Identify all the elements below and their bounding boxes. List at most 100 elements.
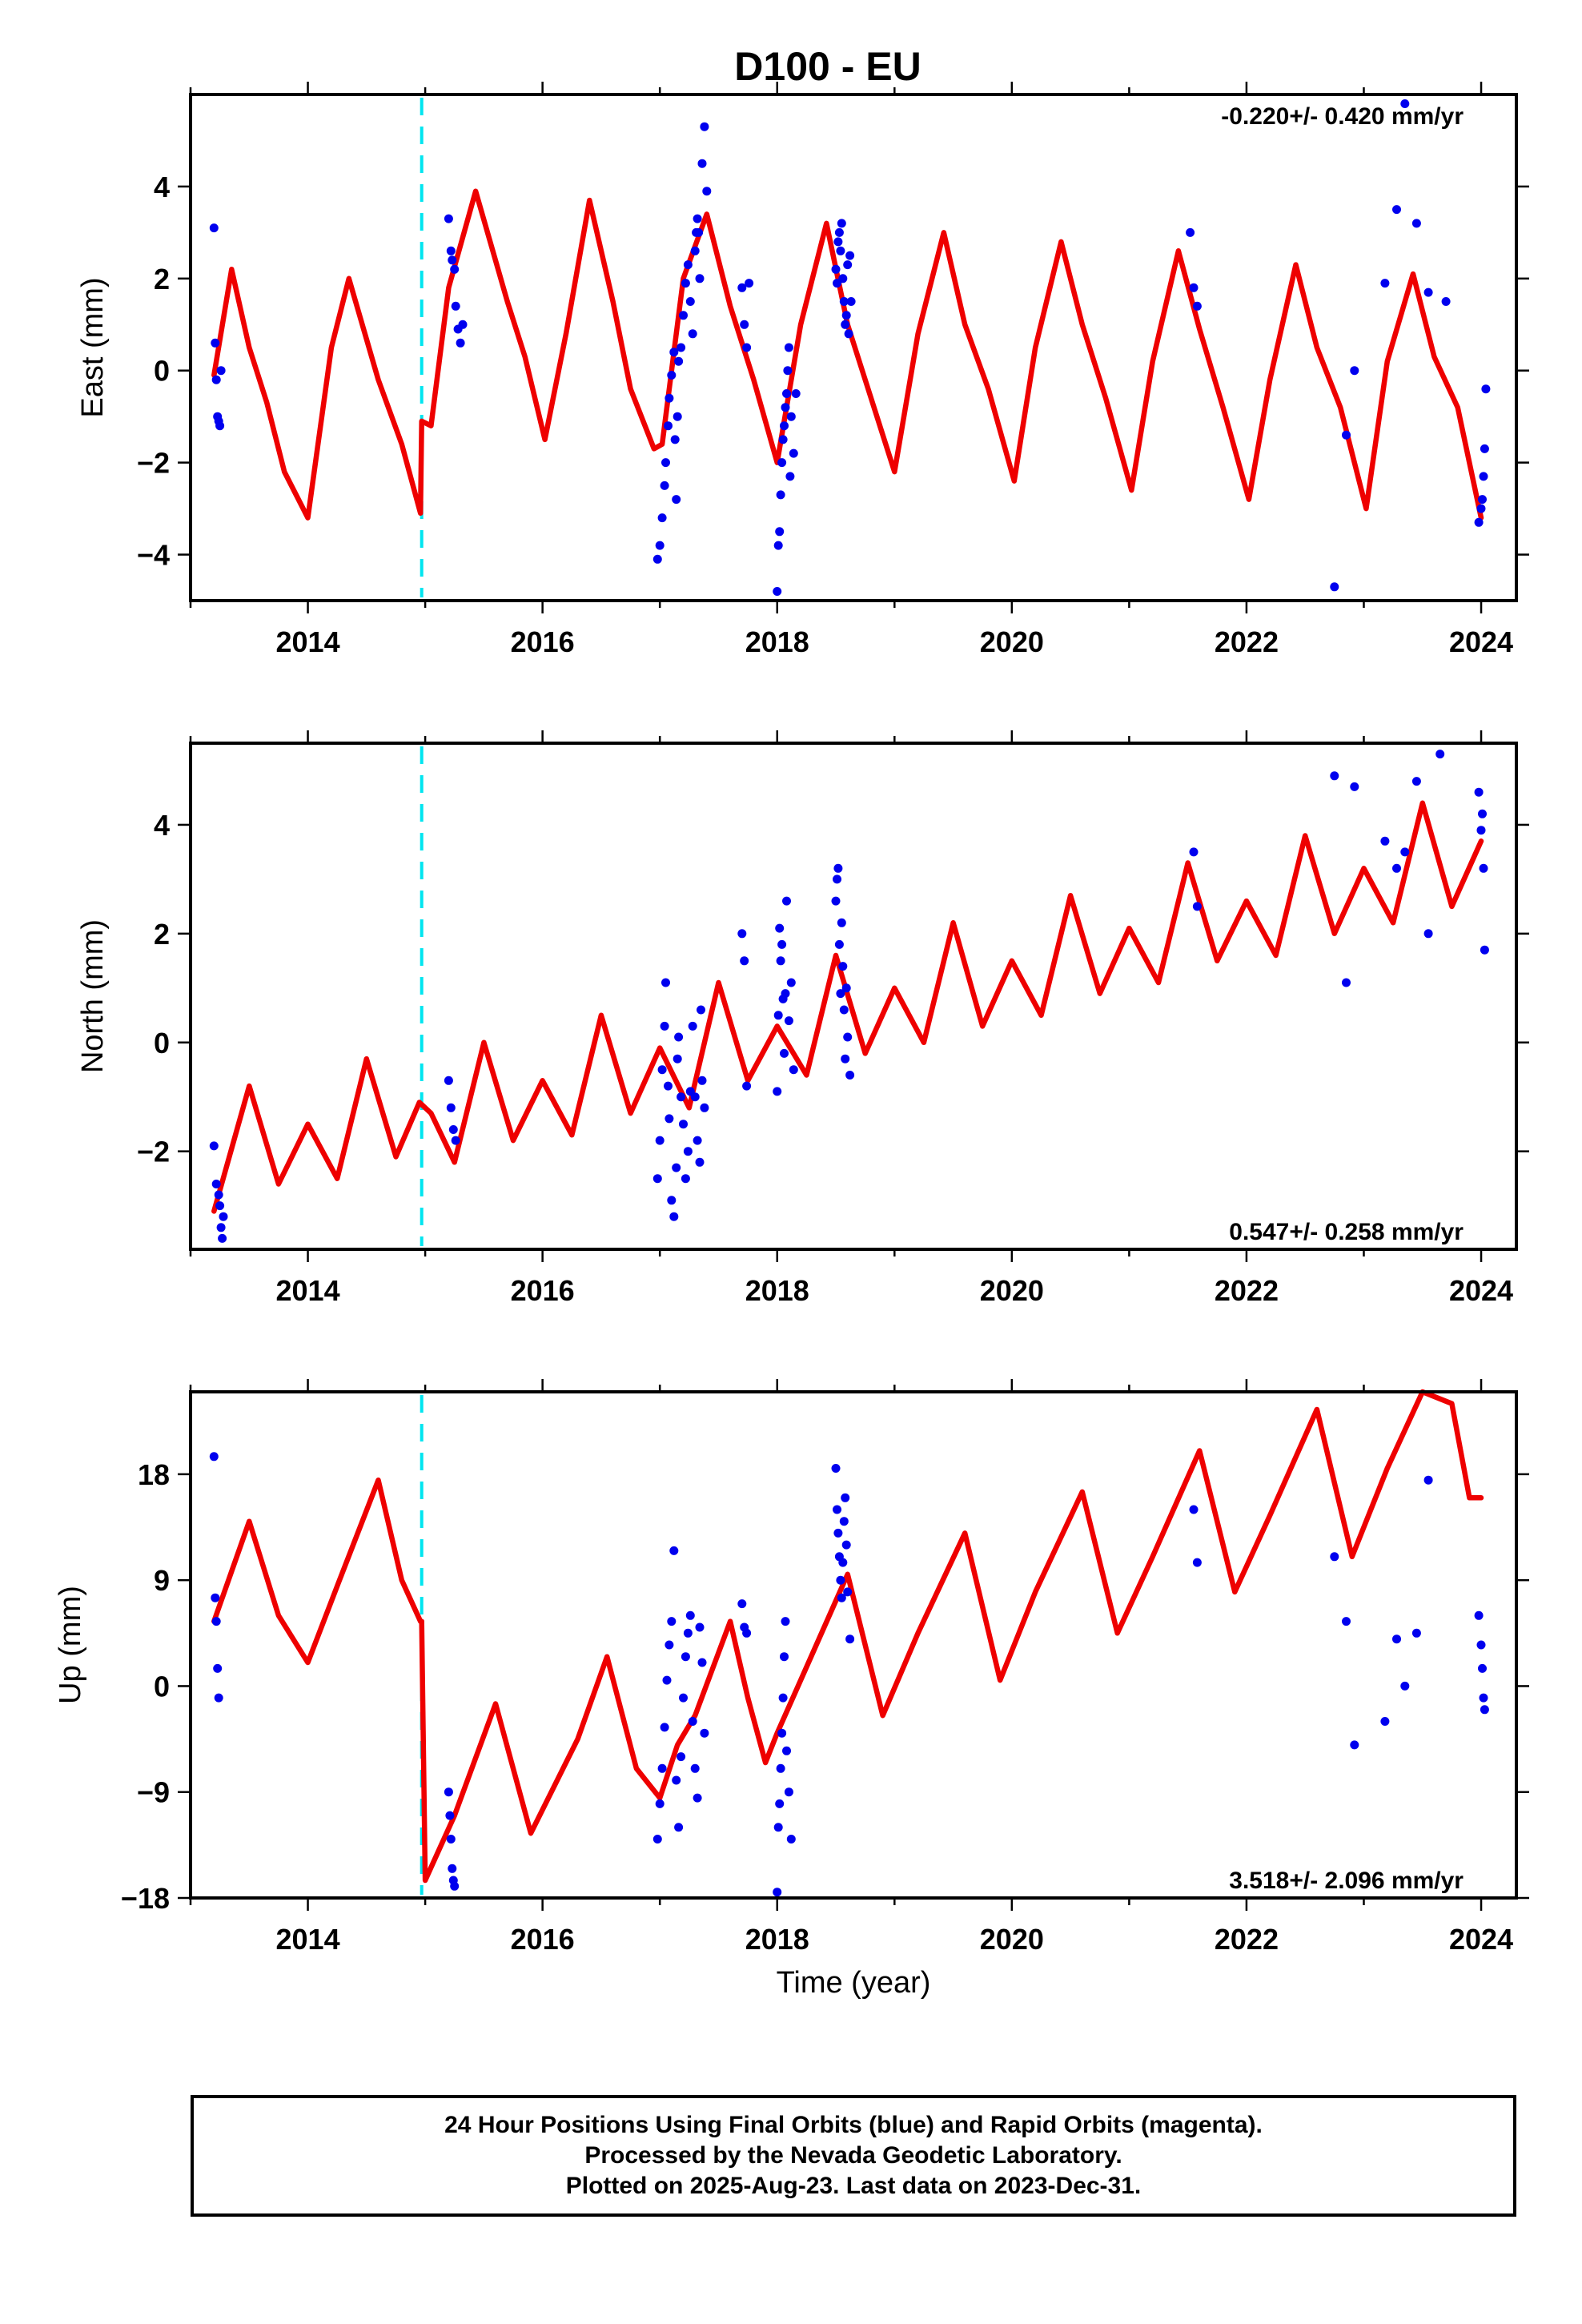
north-data-point <box>665 1114 674 1124</box>
up-data-point <box>688 1717 697 1726</box>
up-data-point <box>683 1628 693 1638</box>
up-data-point <box>1342 1617 1351 1626</box>
north-xtick-label: 2016 <box>511 1274 575 1307</box>
footer-line-3: Plotted on 2025-Aug-23. Last data on 202… <box>565 2173 1142 2199</box>
up-data-point <box>652 1835 662 1844</box>
north-data-point <box>780 1048 789 1058</box>
north-data-point <box>1479 863 1488 873</box>
up-grid-layer: 2014 2016 2018 2020 2022 2024 −18 −9 0 9 18 <box>121 1379 1529 1956</box>
north-xtick-label: 2024 <box>1449 1274 1513 1307</box>
east-data-point <box>681 279 690 288</box>
east-data-point <box>702 187 712 196</box>
up-data-point <box>681 1652 690 1662</box>
east-xtick-label: 2024 <box>1449 625 1513 658</box>
up-data-point <box>778 1693 788 1703</box>
north-data-point <box>683 1147 693 1156</box>
north-data-point <box>657 1065 667 1075</box>
east-data-point <box>833 237 843 247</box>
east-data-point <box>694 227 704 237</box>
up-data-point <box>700 1728 709 1738</box>
north-ytick-label: −2 <box>137 1136 170 1168</box>
east-data-point <box>1342 430 1351 440</box>
east-data-point <box>444 214 453 223</box>
east-data-point <box>1330 582 1339 592</box>
east-data-point <box>669 348 679 357</box>
east-data-point <box>215 421 225 431</box>
east-data-point <box>745 279 754 288</box>
up-data-point <box>841 1540 851 1550</box>
east-data-point <box>677 343 686 352</box>
north-data-point <box>784 1016 793 1026</box>
up-data-point <box>685 1610 695 1620</box>
north-data-point <box>211 1180 221 1188</box>
up-data-point <box>662 1675 672 1685</box>
north-grid-layer: 2014 2016 2018 2020 2022 2024 −2 0 2 4 <box>137 730 1529 1307</box>
east-data-point <box>789 448 798 458</box>
east-data-point <box>1411 219 1421 228</box>
north-data-point <box>652 1174 662 1184</box>
north-data-point <box>1480 945 1489 955</box>
east-data-point <box>841 320 850 329</box>
up-data-point <box>1479 1693 1488 1703</box>
east-data-point <box>673 412 682 421</box>
north-data-point <box>789 1065 798 1075</box>
up-data-point <box>214 1693 223 1703</box>
up-xtick-label: 2020 <box>980 1923 1044 1956</box>
chart-title: D100 - EU <box>734 44 921 89</box>
north-data-point <box>833 875 841 884</box>
east-data-point <box>838 274 848 283</box>
north-data-point <box>841 1054 850 1063</box>
up-data-point <box>446 1835 456 1844</box>
north-data-point <box>215 1201 225 1211</box>
up-panel: 2014 2016 2018 2020 2022 2024 −18 −9 0 9 18 Up (mm… <box>54 1379 1529 1956</box>
north-data-point <box>655 1136 665 1145</box>
north-data-point <box>214 1190 223 1200</box>
up-rate-label: 3.518+/- 2.096 mm/yr <box>1229 1868 1464 1894</box>
up-data-point <box>693 1793 702 1803</box>
north-data-point <box>773 1011 783 1020</box>
east-data-point <box>775 527 785 537</box>
up-data-point <box>657 1763 667 1773</box>
east-data-point <box>1350 366 1359 376</box>
up-data-point <box>211 1617 221 1626</box>
east-data-point <box>1476 504 1486 513</box>
east-ytick-label: −2 <box>137 447 170 480</box>
up-data-point <box>211 1593 220 1602</box>
north-data-point <box>679 1120 688 1129</box>
east-ytick-label: −4 <box>137 539 170 572</box>
east-data-point <box>451 301 460 311</box>
up-data-point <box>445 1811 455 1820</box>
north-data-point <box>1400 847 1410 857</box>
up-data-point <box>784 1787 793 1797</box>
up-data-point <box>672 1775 681 1785</box>
north-data-point <box>693 1136 702 1145</box>
east-data-point <box>661 458 670 468</box>
north-data-point <box>690 1092 700 1102</box>
north-ytick-label: 0 <box>154 1027 170 1059</box>
up-data-point <box>1474 1610 1484 1620</box>
east-data-point <box>1392 205 1401 215</box>
north-data-point <box>681 1174 690 1184</box>
up-data-point <box>780 1652 789 1662</box>
east-data-point <box>777 458 787 468</box>
north-data-point <box>1476 826 1486 835</box>
north-data-point <box>697 1076 707 1085</box>
east-data-point <box>1478 495 1487 505</box>
north-data-point <box>444 1076 453 1085</box>
east-ytick-label: 2 <box>154 263 170 296</box>
up-ytick-label: 18 <box>138 1458 170 1491</box>
up-data-point <box>1392 1634 1401 1644</box>
north-xtick-label: 2022 <box>1215 1274 1279 1307</box>
north-data-point <box>776 956 785 966</box>
up-data-point <box>781 1617 790 1626</box>
north-data-point <box>843 1032 853 1042</box>
north-data-point <box>1189 847 1199 857</box>
east-data-point <box>834 227 844 237</box>
north-data-point <box>782 896 791 906</box>
east-data-point <box>773 587 782 596</box>
north-data-point <box>1342 978 1351 987</box>
east-data-point <box>1441 297 1451 306</box>
north-data-point <box>448 1125 458 1134</box>
north-data-point <box>661 978 670 987</box>
